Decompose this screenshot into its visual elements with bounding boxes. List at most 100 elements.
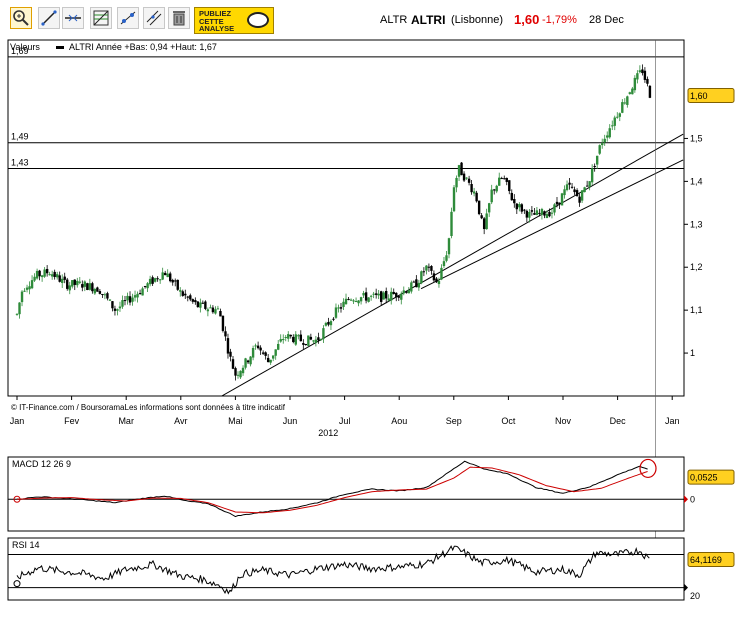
point-line-button[interactable] xyxy=(117,7,139,29)
candle-body xyxy=(20,291,24,303)
candle-body xyxy=(611,125,614,127)
candle-body xyxy=(86,283,89,291)
candle-body xyxy=(174,280,177,282)
candle-body xyxy=(631,88,634,95)
candle-body xyxy=(35,270,39,279)
chart-area[interactable]: Valeurs ALTRI Année +Bas: 0,94 +Haut: 1,6… xyxy=(0,38,735,618)
candle-body xyxy=(133,295,137,298)
candle-body xyxy=(553,204,556,213)
horizontal-line-button[interactable] xyxy=(62,7,84,29)
candle-body xyxy=(231,359,235,369)
candle-body xyxy=(648,85,652,98)
candle-body xyxy=(540,209,544,215)
candle-body xyxy=(103,294,107,296)
candle-body xyxy=(435,278,438,283)
price-y-tick-label: 1 xyxy=(690,348,695,358)
candle-body xyxy=(417,282,421,288)
candle-body xyxy=(191,299,195,302)
candle-body xyxy=(113,308,117,311)
candle-body xyxy=(578,196,581,203)
candle-body xyxy=(317,337,320,341)
fibonacci-button[interactable] xyxy=(90,7,112,29)
candle-body xyxy=(369,295,373,297)
candle-body xyxy=(337,307,340,309)
candle-body xyxy=(633,77,637,91)
candle-body xyxy=(349,299,353,301)
candle-body xyxy=(111,301,114,309)
candle-body xyxy=(282,339,285,341)
candle-body xyxy=(138,293,142,295)
candle-body xyxy=(402,290,405,294)
candle-body xyxy=(234,368,237,376)
candle-body xyxy=(101,293,104,295)
candle-body xyxy=(412,281,416,283)
candle-body xyxy=(209,307,212,309)
candle-body xyxy=(397,296,400,298)
draw-line-button[interactable] xyxy=(38,7,60,29)
x-month-label: Jan xyxy=(10,416,25,426)
candle-body xyxy=(73,279,76,285)
publish-analysis-button[interactable]: PUBLIEZ CETTE ANALYSE xyxy=(194,7,274,34)
fibonacci-icon xyxy=(93,10,109,26)
candle-body xyxy=(636,73,639,80)
x-month-label: Fev xyxy=(64,416,80,426)
candle-body xyxy=(570,186,574,188)
candle-body xyxy=(334,307,338,318)
candle-body xyxy=(400,293,403,300)
candle-body xyxy=(48,274,51,276)
rsi-last-value-box xyxy=(687,551,735,567)
parallel-line-button[interactable] xyxy=(143,7,165,29)
candle-body xyxy=(277,343,280,350)
candle-body xyxy=(239,370,242,378)
price-y-tick-label: 1,4 xyxy=(690,176,703,186)
candle-body xyxy=(68,285,71,291)
candle-body xyxy=(81,284,84,288)
candle-body xyxy=(442,261,446,267)
candle-body xyxy=(329,321,333,326)
candle-body xyxy=(374,293,378,295)
candle-body xyxy=(254,345,257,347)
candle-body xyxy=(623,102,627,104)
candle-body xyxy=(500,178,503,180)
candle-body xyxy=(533,213,536,215)
candle-body xyxy=(184,293,187,296)
candle-body xyxy=(131,297,134,302)
candle-body xyxy=(395,292,398,297)
zoom-tool-button[interactable] xyxy=(10,7,32,29)
candle-body xyxy=(568,182,571,185)
candle-body xyxy=(179,290,182,292)
candle-body xyxy=(603,138,606,143)
delete-button[interactable] xyxy=(168,7,190,29)
candle-body xyxy=(50,274,54,277)
candle-body xyxy=(153,278,157,282)
candle-body xyxy=(98,291,102,294)
candle-body xyxy=(437,280,441,285)
candle-body xyxy=(347,298,350,300)
candle-body xyxy=(136,293,139,298)
x-month-label: Oct xyxy=(501,416,516,426)
x-month-label: Jul xyxy=(339,416,351,426)
candle-body xyxy=(352,300,355,302)
candle-body xyxy=(462,173,466,181)
candle-body xyxy=(299,334,303,342)
candle-body xyxy=(23,290,26,292)
candle-body xyxy=(535,210,539,216)
legend-swatch xyxy=(56,46,64,49)
candle-body xyxy=(362,292,365,296)
candle-body xyxy=(598,145,601,154)
candle-body xyxy=(128,296,132,303)
candle-body xyxy=(447,238,451,255)
candle-body xyxy=(457,165,461,177)
candle-body xyxy=(628,92,632,94)
candle-body xyxy=(96,287,99,292)
candle-body xyxy=(626,96,629,105)
candle-body xyxy=(495,185,498,192)
price-last-value: 1,60 xyxy=(690,91,708,101)
candle-body xyxy=(66,279,69,289)
candle-body xyxy=(116,309,119,311)
trash-icon xyxy=(173,11,185,26)
candle-body xyxy=(18,302,21,315)
price-panel-title: Valeurs xyxy=(10,42,40,52)
candle-body xyxy=(146,283,149,289)
candle-body xyxy=(261,352,265,354)
